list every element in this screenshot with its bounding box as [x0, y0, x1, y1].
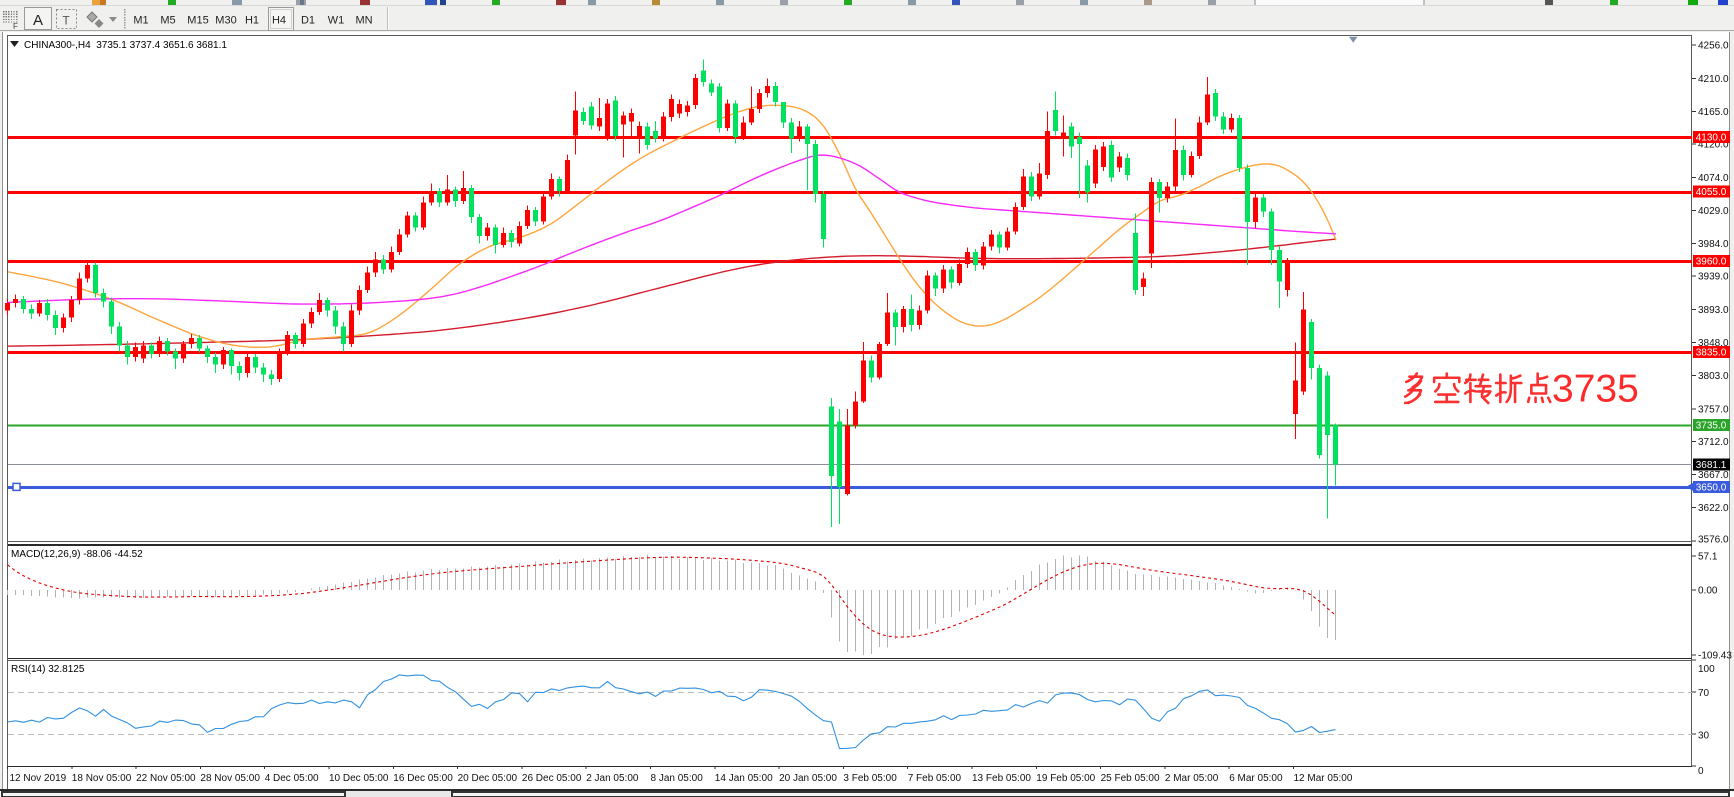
svg-text:7 Feb 05:00: 7 Feb 05:00	[908, 773, 962, 784]
svg-text:20 Jan 05:00: 20 Jan 05:00	[779, 773, 837, 784]
svg-text:3650.0: 3650.0	[1696, 482, 1727, 493]
svg-text:4 Dec 05:00: 4 Dec 05:00	[265, 773, 319, 784]
svg-text:3893.0: 3893.0	[1698, 305, 1729, 316]
svg-text:20 Dec 05:00: 20 Dec 05:00	[458, 773, 518, 784]
svg-text:2 Jan 05:00: 2 Jan 05:00	[586, 773, 639, 784]
svg-text:M5: M5	[160, 15, 175, 27]
svg-text:-109.43: -109.43	[1698, 651, 1732, 662]
svg-text:4074.0: 4074.0	[1698, 173, 1729, 184]
svg-text:26 Dec 05:00: 26 Dec 05:00	[522, 773, 582, 784]
svg-text:12 Mar 05:00: 12 Mar 05:00	[1294, 773, 1353, 784]
svg-text:4210.0: 4210.0	[1698, 74, 1729, 85]
svg-text:3939.0: 3939.0	[1698, 272, 1729, 283]
svg-text:57.1: 57.1	[1698, 552, 1718, 563]
svg-text:3735.0: 3735.0	[1696, 420, 1727, 431]
svg-text:RSI(14) 32.8125: RSI(14) 32.8125	[11, 664, 85, 675]
svg-text:F: F	[13, 22, 18, 31]
svg-text:3757.0: 3757.0	[1698, 404, 1729, 415]
svg-text:4256.0: 4256.0	[1698, 41, 1729, 52]
svg-text:M30: M30	[215, 15, 236, 27]
svg-text:70: 70	[1698, 688, 1710, 699]
svg-text:3803.0: 3803.0	[1698, 371, 1729, 382]
svg-text:MACD(12,26,9) -88.06 -44.52: MACD(12,26,9) -88.06 -44.52	[11, 549, 143, 560]
svg-text:6 Mar 05:00: 6 Mar 05:00	[1229, 773, 1283, 784]
svg-text:H1: H1	[245, 15, 259, 27]
svg-text:3667.0: 3667.0	[1698, 470, 1729, 481]
svg-text:3622.0: 3622.0	[1698, 503, 1729, 514]
svg-text:4055.0: 4055.0	[1696, 187, 1727, 198]
svg-text:A: A	[33, 12, 43, 29]
svg-text:12 Nov 2019: 12 Nov 2019	[10, 773, 67, 784]
svg-text:18 Nov 05:00: 18 Nov 05:00	[72, 773, 132, 784]
svg-text:MN: MN	[355, 15, 372, 27]
svg-text:M1: M1	[133, 15, 148, 27]
svg-text:3681.1: 3681.1	[1696, 460, 1727, 471]
svg-text:3960.0: 3960.0	[1696, 256, 1727, 267]
svg-text:4165.0: 4165.0	[1698, 107, 1729, 118]
svg-text:3735: 3735	[1552, 368, 1639, 411]
svg-text:30: 30	[1698, 731, 1710, 742]
svg-text:2 Mar 05:00: 2 Mar 05:00	[1165, 773, 1219, 784]
svg-text:19 Feb 05:00: 19 Feb 05:00	[1036, 773, 1095, 784]
svg-text:4029.0: 4029.0	[1698, 206, 1729, 217]
svg-text:3835.0: 3835.0	[1696, 347, 1727, 358]
svg-text:10 Dec 05:00: 10 Dec 05:00	[329, 773, 389, 784]
svg-text:25 Feb 05:00: 25 Feb 05:00	[1101, 773, 1160, 784]
svg-text:3848.0: 3848.0	[1698, 338, 1729, 349]
svg-text:8 Jan 05:00: 8 Jan 05:00	[651, 773, 704, 784]
svg-text:4120.0: 4120.0	[1698, 140, 1729, 151]
svg-text:3 Feb 05:00: 3 Feb 05:00	[843, 773, 897, 784]
svg-text:D1: D1	[301, 15, 315, 27]
svg-text:M15: M15	[187, 15, 208, 27]
svg-text:CHINA300-,H4 3735.1 3737.4 36: CHINA300-,H4 3735.1 3737.4 3651.6 3681.1	[24, 40, 227, 51]
svg-text:H4: H4	[272, 15, 286, 27]
svg-text:W1: W1	[328, 15, 345, 27]
svg-text:16 Dec 05:00: 16 Dec 05:00	[393, 773, 453, 784]
svg-text:T: T	[62, 14, 70, 28]
svg-text:3712.0: 3712.0	[1698, 437, 1729, 448]
svg-text:0.00: 0.00	[1698, 586, 1718, 597]
svg-text:28 Nov 05:00: 28 Nov 05:00	[200, 773, 260, 784]
svg-text:14 Jan 05:00: 14 Jan 05:00	[715, 773, 773, 784]
svg-text:3576.0: 3576.0	[1698, 534, 1729, 545]
svg-text:22 Nov 05:00: 22 Nov 05:00	[136, 773, 196, 784]
svg-text:4130.0: 4130.0	[1696, 132, 1727, 143]
svg-text:100: 100	[1698, 664, 1715, 675]
svg-text:13 Feb 05:00: 13 Feb 05:00	[972, 773, 1031, 784]
svg-text:3984.0: 3984.0	[1698, 239, 1729, 250]
svg-text:0: 0	[1698, 766, 1704, 777]
